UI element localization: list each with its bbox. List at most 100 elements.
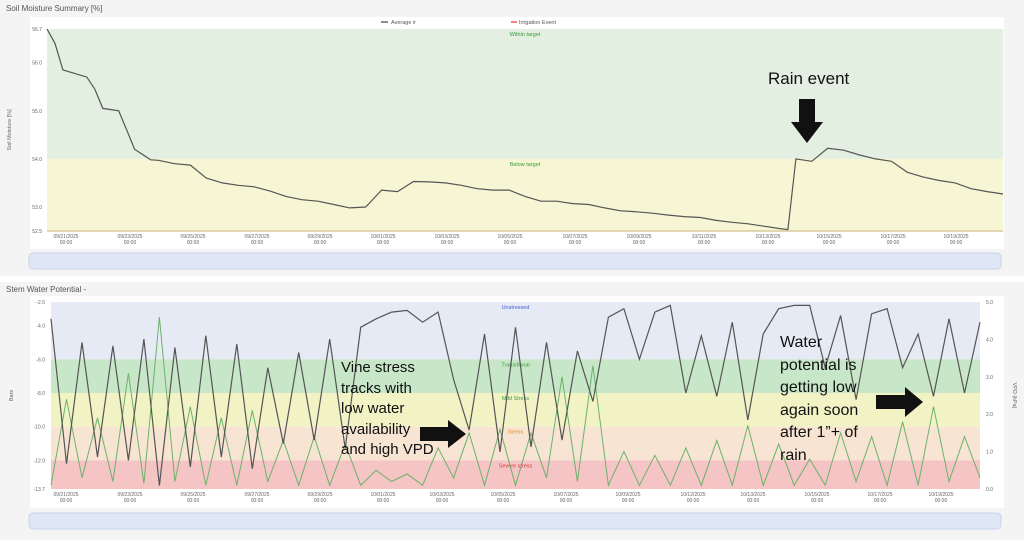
zone-label: Within target — [510, 32, 541, 38]
legend-label: Irrigation Event — [519, 20, 556, 26]
zone-label: Unstressed — [502, 305, 530, 311]
x-tick-label: 10/09/2025 — [626, 234, 651, 240]
y2-tick-label: 5.0 — [986, 300, 993, 306]
x-tick-label: 09/25/2025 — [180, 492, 205, 498]
x-tick-label: 00:00 — [874, 498, 887, 504]
zone-label: Below target — [510, 162, 541, 168]
x-tick-label: 10/09/2025 — [615, 492, 640, 498]
x-tick-label: 00:00 — [823, 240, 836, 246]
x-tick-label: 00:00 — [633, 240, 646, 246]
x-tick-label: 10/19/2025 — [943, 234, 968, 240]
y2-tick-label: 0.0 — [986, 487, 993, 493]
zone-label: Transitional — [501, 362, 529, 368]
x-tick-label: 00:00 — [377, 498, 390, 504]
y-tick-label: 55.0 — [32, 109, 42, 115]
zone-band — [51, 426, 980, 461]
x-tick-label: 10/05/2025 — [497, 234, 522, 240]
x-tick-label: 00:00 — [747, 498, 760, 504]
x-tick-label: 00:00 — [687, 498, 700, 504]
y-tick-label: -4.0 — [36, 324, 45, 330]
y-tick-label: -13.7 — [34, 487, 46, 493]
x-tick-label: 09/21/2025 — [53, 492, 78, 498]
zone-label: Stress — [508, 430, 524, 436]
x-tick-label: 00:00 — [441, 240, 454, 246]
x-tick-label: 10/13/2025 — [755, 234, 780, 240]
x-tick-label: 10/01/2025 — [370, 234, 395, 240]
y-tick-label: 53.0 — [32, 205, 42, 211]
y-tick-label: -8.0 — [36, 391, 45, 397]
y-tick-label: -10.0 — [34, 425, 46, 431]
x-tick-label: 10/17/2025 — [867, 492, 892, 498]
x-tick-label: 10/15/2025 — [816, 234, 841, 240]
y-axis-label: Soil Moisture [%] — [7, 109, 13, 151]
y2-axis-label: VPD (kPa) — [1011, 383, 1017, 409]
x-tick-label: 00:00 — [251, 498, 264, 504]
x-tick-label: 10/01/2025 — [370, 492, 395, 498]
x-tick-label: 00:00 — [497, 498, 510, 504]
x-tick-label: 09/25/2025 — [180, 234, 205, 240]
x-tick-label: 10/05/2025 — [490, 492, 515, 498]
zone-label: Severe stress — [499, 463, 533, 469]
x-tick-label: 00:00 — [124, 498, 137, 504]
y2-tick-label: 4.0 — [986, 337, 993, 343]
x-tick-label: 09/23/2025 — [117, 234, 142, 240]
x-tick-label: 00:00 — [560, 498, 573, 504]
x-tick-label: 00:00 — [251, 240, 264, 246]
x-tick-label: 10/07/2025 — [562, 234, 587, 240]
down-arrow-icon — [791, 99, 823, 143]
x-tick-label: 00:00 — [811, 498, 824, 504]
y-axis-label: Bars — [9, 390, 15, 402]
x-tick-label: 10/03/2025 — [429, 492, 454, 498]
x-tick-label: 09/27/2025 — [244, 492, 269, 498]
x-tick-label: 10/19/2025 — [928, 492, 953, 498]
zone-band — [51, 392, 980, 427]
soil-moisture-line — [46, 28, 1004, 231]
y-tick-label: 54.0 — [32, 157, 42, 163]
vine-stress-annotation: Vine stress tracks with low water availa… — [341, 359, 434, 458]
x-tick-label: 00:00 — [187, 240, 200, 246]
right-arrow-icon — [876, 387, 923, 417]
x-tick-label: 00:00 — [569, 240, 582, 246]
y2-tick-label: 1.0 — [986, 450, 993, 456]
y2-tick-label: 2.0 — [986, 412, 993, 418]
y-tick-label: 56.0 — [32, 61, 42, 67]
vpd-line — [50, 316, 981, 488]
x-tick-label: 09/27/2025 — [244, 234, 269, 240]
x-tick-label: 09/29/2025 — [307, 492, 332, 498]
x-tick-label: 10/15/2025 — [804, 492, 829, 498]
x-tick-label: 00:00 — [314, 240, 327, 246]
x-tick-label: 00:00 — [187, 498, 200, 504]
y-tick-label: 52.5 — [32, 229, 42, 235]
legend-label: Average ir — [391, 20, 416, 26]
zone-band — [51, 359, 980, 393]
navigator-scrollbar — [28, 512, 1002, 530]
x-tick-label: 00:00 — [314, 498, 327, 504]
x-tick-label: 10/11/2025 — [692, 234, 717, 240]
x-tick-label: 00:00 — [622, 498, 635, 504]
x-tick-label: 09/23/2025 — [117, 492, 142, 498]
water-potential-annotation: Water potential is getting low again soo… — [780, 334, 859, 464]
zone-band — [47, 158, 1003, 231]
y-tick-label: -6.0 — [36, 357, 45, 363]
x-tick-label: 10/07/2025 — [553, 492, 578, 498]
x-tick-label: 00:00 — [504, 240, 517, 246]
zone-band — [47, 29, 1003, 159]
y-tick-label: 56.7 — [32, 27, 42, 33]
stem-water-potential-line — [50, 304, 981, 486]
x-tick-label: 00:00 — [887, 240, 900, 246]
x-tick-label: 00:00 — [60, 240, 73, 246]
right-arrow-icon — [420, 420, 466, 448]
x-tick-label: 00:00 — [698, 240, 711, 246]
rain-event-annotation: Rain event — [768, 69, 850, 88]
x-tick-label: 09/21/2025 — [53, 234, 78, 240]
zone-label: Mild Stress — [502, 396, 529, 402]
x-tick-label: 00:00 — [762, 240, 775, 246]
x-tick-label: 09/29/2025 — [307, 234, 332, 240]
panel-title: Soil Moisture Summary [%] — [6, 4, 103, 13]
x-tick-label: 00:00 — [950, 240, 963, 246]
y2-tick-label: 3.0 — [986, 375, 993, 381]
x-tick-label: 00:00 — [60, 498, 73, 504]
x-tick-label: 10/03/2025 — [434, 234, 459, 240]
x-tick-label: 00:00 — [124, 240, 137, 246]
